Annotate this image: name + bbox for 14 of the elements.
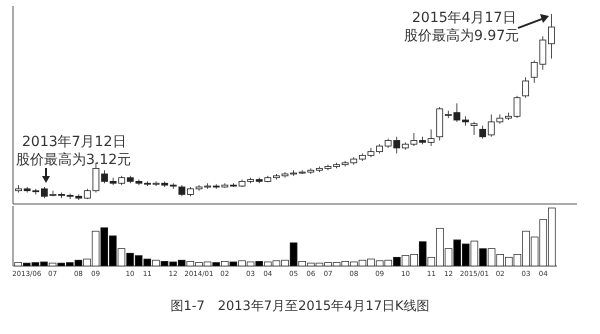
- annotation: 2015年4月17日: [412, 10, 516, 26]
- candlestick: [479, 125, 486, 140]
- annotation: 2013年7月12日: [22, 134, 126, 150]
- annotation: 股价最高为3.12元: [16, 152, 132, 168]
- annotation: 股价最高为9.97元: [404, 28, 520, 44]
- candlestick: [488, 114, 495, 138]
- candlestick: [84, 188, 91, 200]
- candlestick: [530, 60, 538, 84]
- candlestick: [548, 14, 555, 60]
- candlestick: [522, 76, 530, 98]
- caption: 图1-7 2013年7月至2015年4月17日K线图: [170, 299, 430, 314]
- candlestick: [118, 175, 126, 186]
- candlestick: [393, 136, 400, 154]
- candlestick: [470, 121, 478, 136]
